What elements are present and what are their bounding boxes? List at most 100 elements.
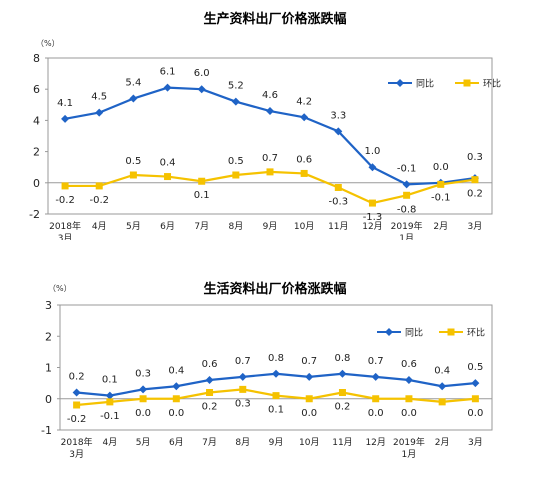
data-label: 0.6 [401,359,417,370]
data-point [266,168,274,176]
data-point [338,369,347,378]
data-label: 0.2 [202,402,218,413]
data-point [172,382,181,391]
x-tick-label: 5月 [126,221,141,232]
data-label: 6.0 [194,68,210,79]
data-label: 0.2 [69,372,85,383]
y-unit-label: （%） [48,284,72,293]
data-label: 0.7 [368,356,384,367]
x-tick-label: 4月 [102,437,117,448]
data-point [266,107,274,116]
data-point [402,180,411,189]
data-point [471,176,479,184]
x-tick-label: 9月 [263,221,278,232]
data-point [238,372,247,381]
chart-title: 生产资料出厂价格涨跌幅 [203,12,347,27]
data-label: 3.3 [330,110,346,121]
x-tick-label: 6月 [160,221,175,232]
data-label: -0.2 [89,195,109,206]
data-label: -0.1 [431,192,451,203]
data-point [405,395,413,403]
data-point [334,127,343,136]
data-point [129,94,138,103]
data-label: 0.5 [228,156,244,167]
y-tick-label: -2 [29,208,40,221]
data-point [300,169,308,177]
data-label: 0.4 [434,365,450,376]
data-label: 4.2 [296,96,312,107]
data-point [368,163,377,172]
data-point [172,395,180,403]
x-tick-label: 3月 [58,233,73,240]
data-point [61,182,69,190]
x-tick-label: 12月 [365,437,385,448]
x-tick-label: 10月 [299,437,319,448]
legend-label: 同比 [405,327,423,339]
data-label: -0.8 [397,204,417,215]
data-label: 0.1 [268,405,284,416]
data-label: 0.7 [301,356,317,367]
data-point [371,372,380,381]
data-label: 0.0 [401,408,417,419]
legend-marker [463,79,471,87]
data-point [95,182,103,190]
data-point [164,173,172,181]
legend-marker [385,328,393,336]
data-label: -0.2 [55,195,75,206]
x-tick-label: 8月 [228,221,243,232]
data-label: 0.2 [335,402,351,413]
x-tick-label: 11月 [332,437,352,448]
data-point [232,171,240,179]
data-point [197,85,206,94]
data-point [368,199,376,207]
y-tick-label: 3 [45,299,52,312]
y-tick-label: 0 [33,177,40,190]
x-tick-label: 3月 [468,221,483,232]
data-label: 0.1 [194,190,210,201]
data-label: 4.5 [91,92,107,103]
y-tick-label: 2 [33,146,40,159]
data-point [404,376,413,384]
data-label: -0.1 [100,411,120,422]
data-point [129,171,137,179]
y-tick-label: 4 [33,114,40,127]
data-point [300,113,309,122]
x-tick-label: 2019年 [393,436,425,448]
data-point [272,369,280,378]
data-point [272,392,280,400]
chart-producer-goods: 生产资料出厂价格涨跌幅 （%） -2 0 2 4 6 8 2018年 3月 4月 5月 6月 7月 8月 9… [0,0,550,240]
data-point [471,395,479,403]
data-point [437,180,445,188]
data-point [206,389,214,396]
data-label: 0.0 [301,408,317,419]
data-point [106,398,114,406]
y-tick-label: 0 [45,393,52,406]
data-point [205,376,214,384]
data-label: 0.7 [235,356,251,367]
data-point [95,108,104,117]
data-point [231,97,240,106]
data-point [163,83,172,92]
y-tick-label: 8 [33,52,40,65]
series-line-mom [65,170,476,205]
x-tick-label: 4月 [92,221,107,232]
data-label: 0.0 [433,162,449,173]
legend-label: 同比 [416,78,434,90]
data-point [305,395,313,403]
data-point [334,183,342,191]
x-tick-label: 2018年 [61,436,93,448]
data-label: 0.6 [296,154,312,165]
data-point [438,398,446,406]
data-label: 0.5 [125,156,141,167]
x-tick-label: 3月 [468,437,483,448]
legend-marker [396,79,404,87]
y-tick-label: 1 [45,362,52,375]
data-point [73,401,81,409]
data-label: 5.2 [228,81,244,92]
data-point [72,388,81,397]
data-point [198,177,206,185]
data-label: 0.0 [168,408,184,419]
x-tick-label: 9月 [269,437,284,448]
